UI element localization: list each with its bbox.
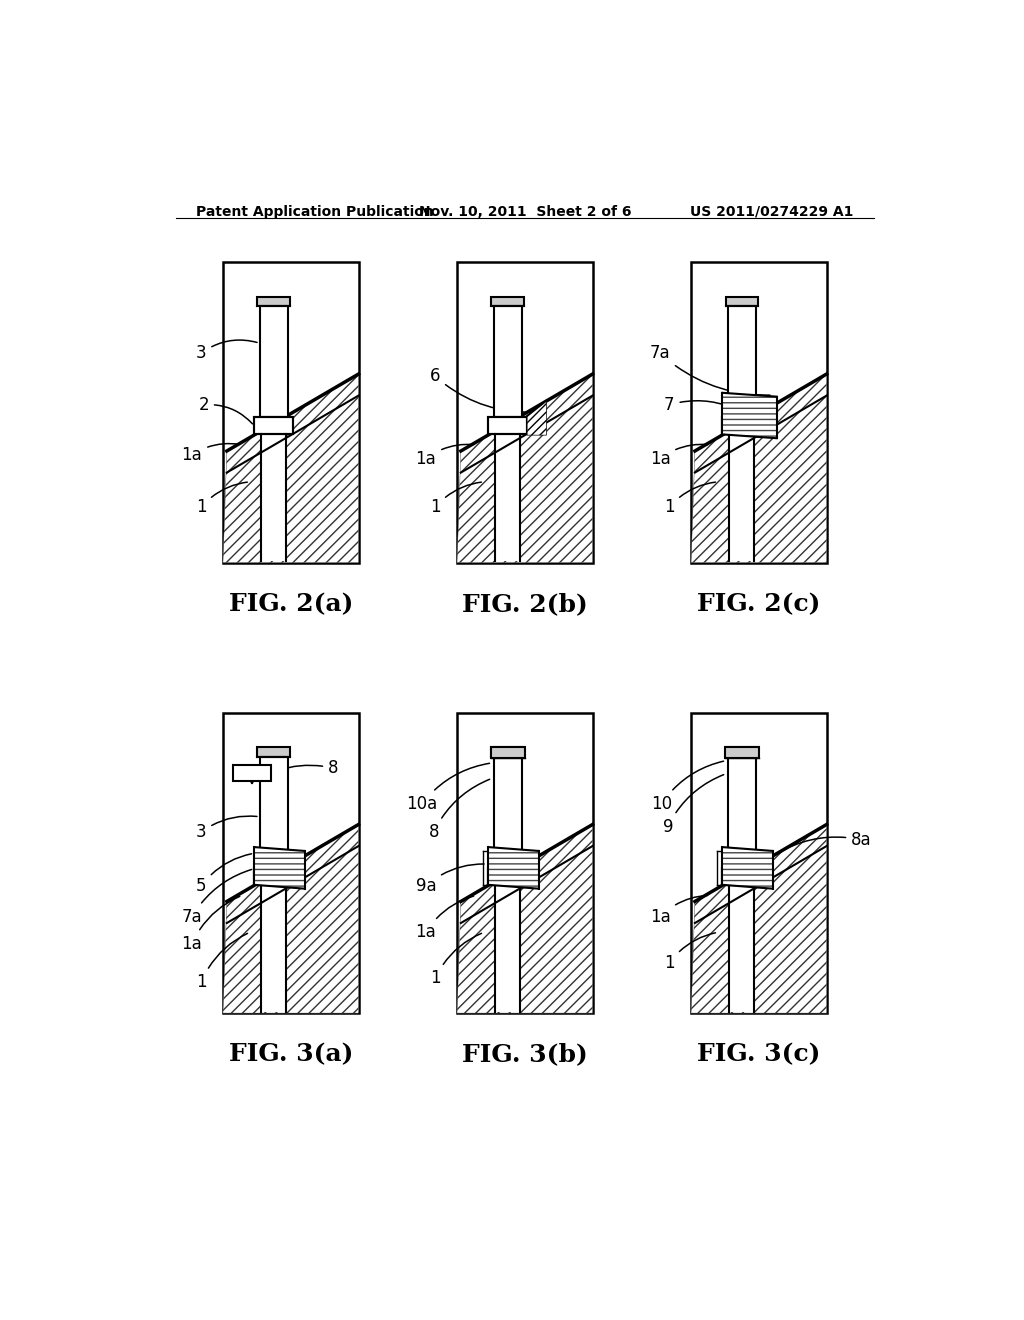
- Bar: [254, 867, 293, 884]
- Bar: [254, 417, 293, 434]
- Bar: [257, 747, 290, 756]
- Polygon shape: [488, 847, 539, 888]
- Text: 8: 8: [278, 759, 339, 777]
- Text: US 2011/0274229 A1: US 2011/0274229 A1: [690, 205, 853, 219]
- Text: 9: 9: [663, 775, 724, 836]
- Text: 1: 1: [430, 482, 481, 516]
- Text: 1a: 1a: [181, 896, 240, 953]
- Text: 8: 8: [428, 779, 489, 841]
- Bar: [488, 417, 527, 434]
- Bar: [488, 867, 527, 884]
- Bar: [232, 766, 271, 780]
- Text: 1: 1: [196, 482, 248, 516]
- Polygon shape: [691, 374, 826, 562]
- Text: 7: 7: [665, 396, 739, 413]
- Bar: [488, 417, 527, 434]
- Bar: [494, 306, 521, 417]
- Text: FIG. 3(c): FIG. 3(c): [697, 1043, 820, 1067]
- Bar: [488, 867, 527, 884]
- Text: 6: 6: [430, 367, 532, 412]
- Bar: [722, 417, 761, 434]
- Bar: [261, 434, 286, 561]
- Text: Nov. 10, 2011  Sheet 2 of 6: Nov. 10, 2011 Sheet 2 of 6: [419, 205, 631, 219]
- Bar: [257, 297, 290, 306]
- Bar: [260, 756, 288, 867]
- Text: Patent Application Publication: Patent Application Publication: [197, 205, 434, 219]
- Bar: [223, 713, 358, 1014]
- Bar: [492, 297, 524, 306]
- Bar: [457, 263, 593, 562]
- Polygon shape: [691, 825, 826, 1014]
- Bar: [223, 263, 358, 562]
- Text: 1a: 1a: [416, 896, 474, 941]
- Polygon shape: [722, 847, 773, 888]
- Text: 1: 1: [664, 482, 716, 516]
- Bar: [488, 867, 527, 884]
- Text: 3: 3: [196, 816, 257, 841]
- Text: 1: 1: [196, 933, 248, 991]
- Text: 5: 5: [196, 854, 252, 895]
- Bar: [254, 417, 293, 434]
- Text: 1a: 1a: [416, 445, 473, 467]
- Text: 1a: 1a: [649, 895, 708, 925]
- Bar: [691, 713, 826, 1014]
- Polygon shape: [223, 374, 358, 562]
- Bar: [494, 756, 521, 867]
- Bar: [722, 867, 761, 884]
- Bar: [722, 867, 761, 884]
- Bar: [729, 884, 755, 1011]
- Text: 7a: 7a: [649, 345, 770, 395]
- Bar: [260, 306, 288, 417]
- Text: FIG. 3(b): FIG. 3(b): [462, 1043, 588, 1067]
- Bar: [254, 867, 293, 884]
- Bar: [254, 417, 293, 434]
- Polygon shape: [223, 825, 358, 1014]
- Bar: [691, 263, 826, 562]
- Bar: [496, 434, 520, 561]
- Text: 8a: 8a: [777, 830, 871, 853]
- Text: FIG. 3(a): FIG. 3(a): [228, 1043, 353, 1067]
- Text: 7a: 7a: [181, 870, 252, 925]
- Bar: [457, 713, 593, 1014]
- Bar: [722, 417, 761, 434]
- Bar: [725, 747, 759, 758]
- Polygon shape: [527, 400, 547, 436]
- Polygon shape: [457, 825, 593, 1014]
- Bar: [728, 756, 756, 867]
- Bar: [254, 867, 293, 884]
- Polygon shape: [254, 847, 305, 888]
- Text: 3: 3: [196, 341, 257, 362]
- Bar: [261, 884, 286, 1011]
- Text: 1: 1: [430, 933, 481, 987]
- Text: 2: 2: [199, 396, 253, 424]
- Bar: [722, 867, 761, 884]
- Text: FIG. 2(c): FIG. 2(c): [697, 591, 820, 616]
- Text: 9a: 9a: [416, 865, 484, 895]
- Text: FIG. 2(b): FIG. 2(b): [462, 591, 588, 616]
- Bar: [729, 434, 755, 561]
- Bar: [496, 884, 520, 1011]
- Text: FIG. 2(a): FIG. 2(a): [228, 591, 353, 616]
- Bar: [488, 417, 527, 434]
- Text: 1a: 1a: [649, 445, 708, 467]
- Bar: [722, 417, 761, 434]
- Bar: [726, 747, 758, 756]
- Polygon shape: [722, 393, 776, 438]
- Text: 1: 1: [664, 933, 716, 972]
- Bar: [726, 297, 758, 306]
- Text: 10a: 10a: [407, 763, 489, 813]
- Polygon shape: [457, 374, 593, 562]
- Bar: [492, 747, 524, 756]
- Text: 10: 10: [651, 762, 724, 813]
- Bar: [490, 747, 524, 758]
- Bar: [728, 306, 756, 417]
- Text: 1a: 1a: [181, 444, 240, 463]
